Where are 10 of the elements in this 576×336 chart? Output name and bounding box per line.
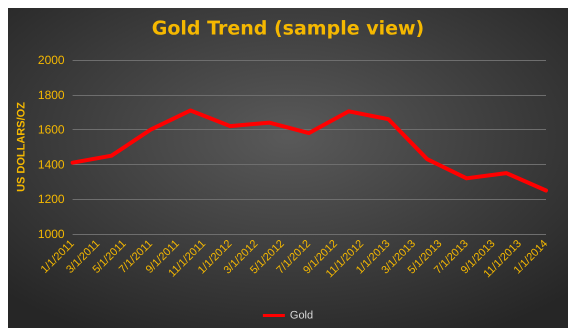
chart-title: Gold Trend (sample view)	[152, 18, 424, 40]
y-tick-label: 1400	[38, 157, 65, 172]
y-tick-label: 1800	[38, 88, 65, 102]
y-tick-label: 1200	[38, 192, 65, 206]
line-series	[70, 108, 548, 192]
y-axis-title: US DOLLARS/OZ	[16, 102, 28, 192]
y-tick-label: 2000	[38, 53, 65, 67]
legend-label: Gold	[290, 310, 314, 322]
y-tick-label: 1000	[38, 227, 65, 241]
y-tick-label: 1600	[38, 122, 65, 137]
